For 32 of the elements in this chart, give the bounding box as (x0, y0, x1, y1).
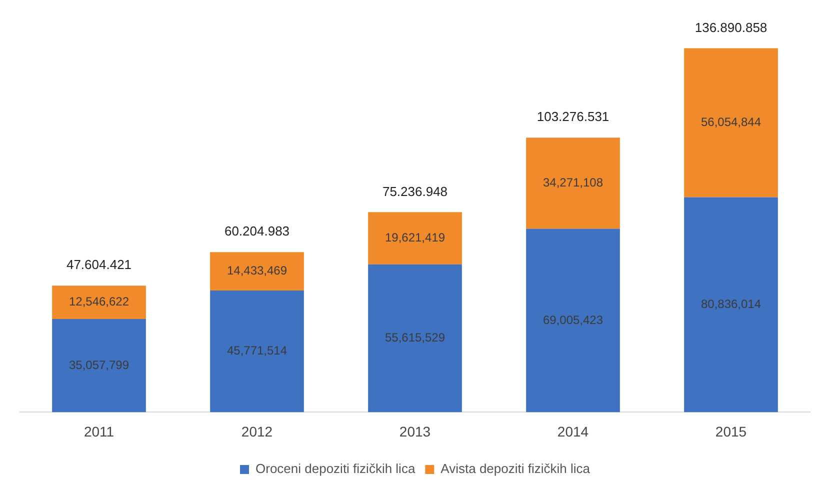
bar (210, 290, 304, 412)
data-label: 35,057,799 (68, 358, 130, 372)
total-label: 136.890.858 (694, 20, 768, 35)
total-label: 60.204.983 (224, 224, 290, 239)
bar (684, 48, 778, 198)
bar (210, 252, 304, 291)
bar (684, 197, 778, 412)
data-label: 34,271,108 (542, 176, 604, 190)
data-label: 56,054,844 (700, 115, 762, 130)
legend-label: Oroceni depoziti fizičkih lica (256, 461, 416, 476)
bar (368, 212, 462, 264)
data-label: 12,546,622 (68, 294, 130, 309)
total-label: 47.604.421 (66, 257, 132, 272)
bar (526, 138, 620, 229)
data-label: 14,433,469 (226, 264, 288, 278)
x-tick-label: 2013 (399, 423, 431, 440)
bar (52, 286, 146, 319)
data-label: 55,615,529 (384, 330, 446, 345)
total-label: 75.236.948 (382, 184, 448, 199)
x-tick-label: 2015 (715, 423, 747, 440)
x-tick-label: 2011 (84, 423, 114, 440)
data-label: 80,836,014 (700, 297, 762, 312)
bar (368, 264, 462, 412)
data-label: 45,771,514 (226, 344, 288, 358)
bar (52, 318, 146, 412)
x-tick-label: 2014 (557, 423, 589, 440)
data-label: 19,621,419 (384, 230, 446, 245)
bar (526, 228, 620, 412)
legend-label: Avista depoziti fizičkih lica (440, 461, 591, 476)
total-label: 103.276.531 (536, 109, 610, 124)
x-tick-label: 2012 (241, 423, 273, 440)
data-label: 69,005,423 (542, 312, 604, 327)
